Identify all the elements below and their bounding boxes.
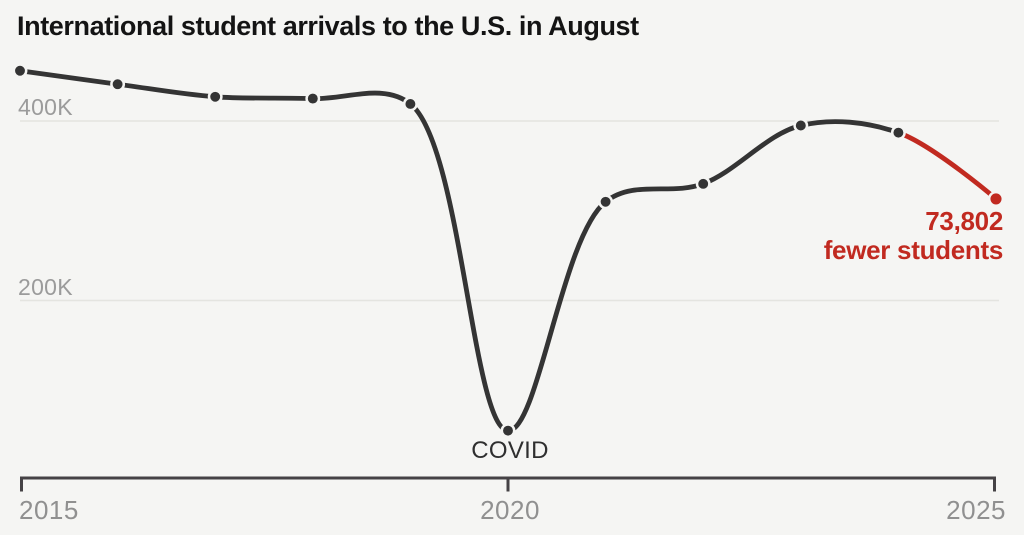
data-point-2022	[695, 176, 711, 192]
drop-annotation: 73,802 fewer students	[823, 206, 1004, 265]
x-axis-tick-label-2015: 2015	[19, 495, 79, 525]
highlight-line-segment	[896, 130, 999, 202]
chart-title: International student arrivals to the U.…	[17, 11, 639, 41]
x-axis-tick-label-2025: 2025	[946, 495, 1006, 525]
data-point-2016	[110, 76, 126, 92]
data-point-2024	[890, 125, 906, 141]
data-point-2017	[207, 89, 223, 105]
data-point-2019	[402, 96, 418, 112]
y-axis-tick-label-200k: 200K	[18, 274, 73, 300]
data-point-2018	[305, 91, 321, 107]
data-point-2020	[500, 423, 516, 439]
data-point-endpoint-red	[987, 190, 1005, 207]
data-point-2021	[598, 194, 614, 210]
x-axis-tick-label-2020: 2020	[480, 495, 540, 525]
y-axis-tick-label-400k: 400K	[18, 94, 73, 120]
drop-annotation-text: fewer students	[823, 235, 1004, 265]
data-point-2015	[12, 63, 28, 79]
series-line	[17, 68, 901, 434]
data-point-2023	[793, 118, 809, 133]
drop-annotation-value: 73,802	[925, 206, 1003, 236]
covid-annotation: COVID	[471, 437, 549, 464]
